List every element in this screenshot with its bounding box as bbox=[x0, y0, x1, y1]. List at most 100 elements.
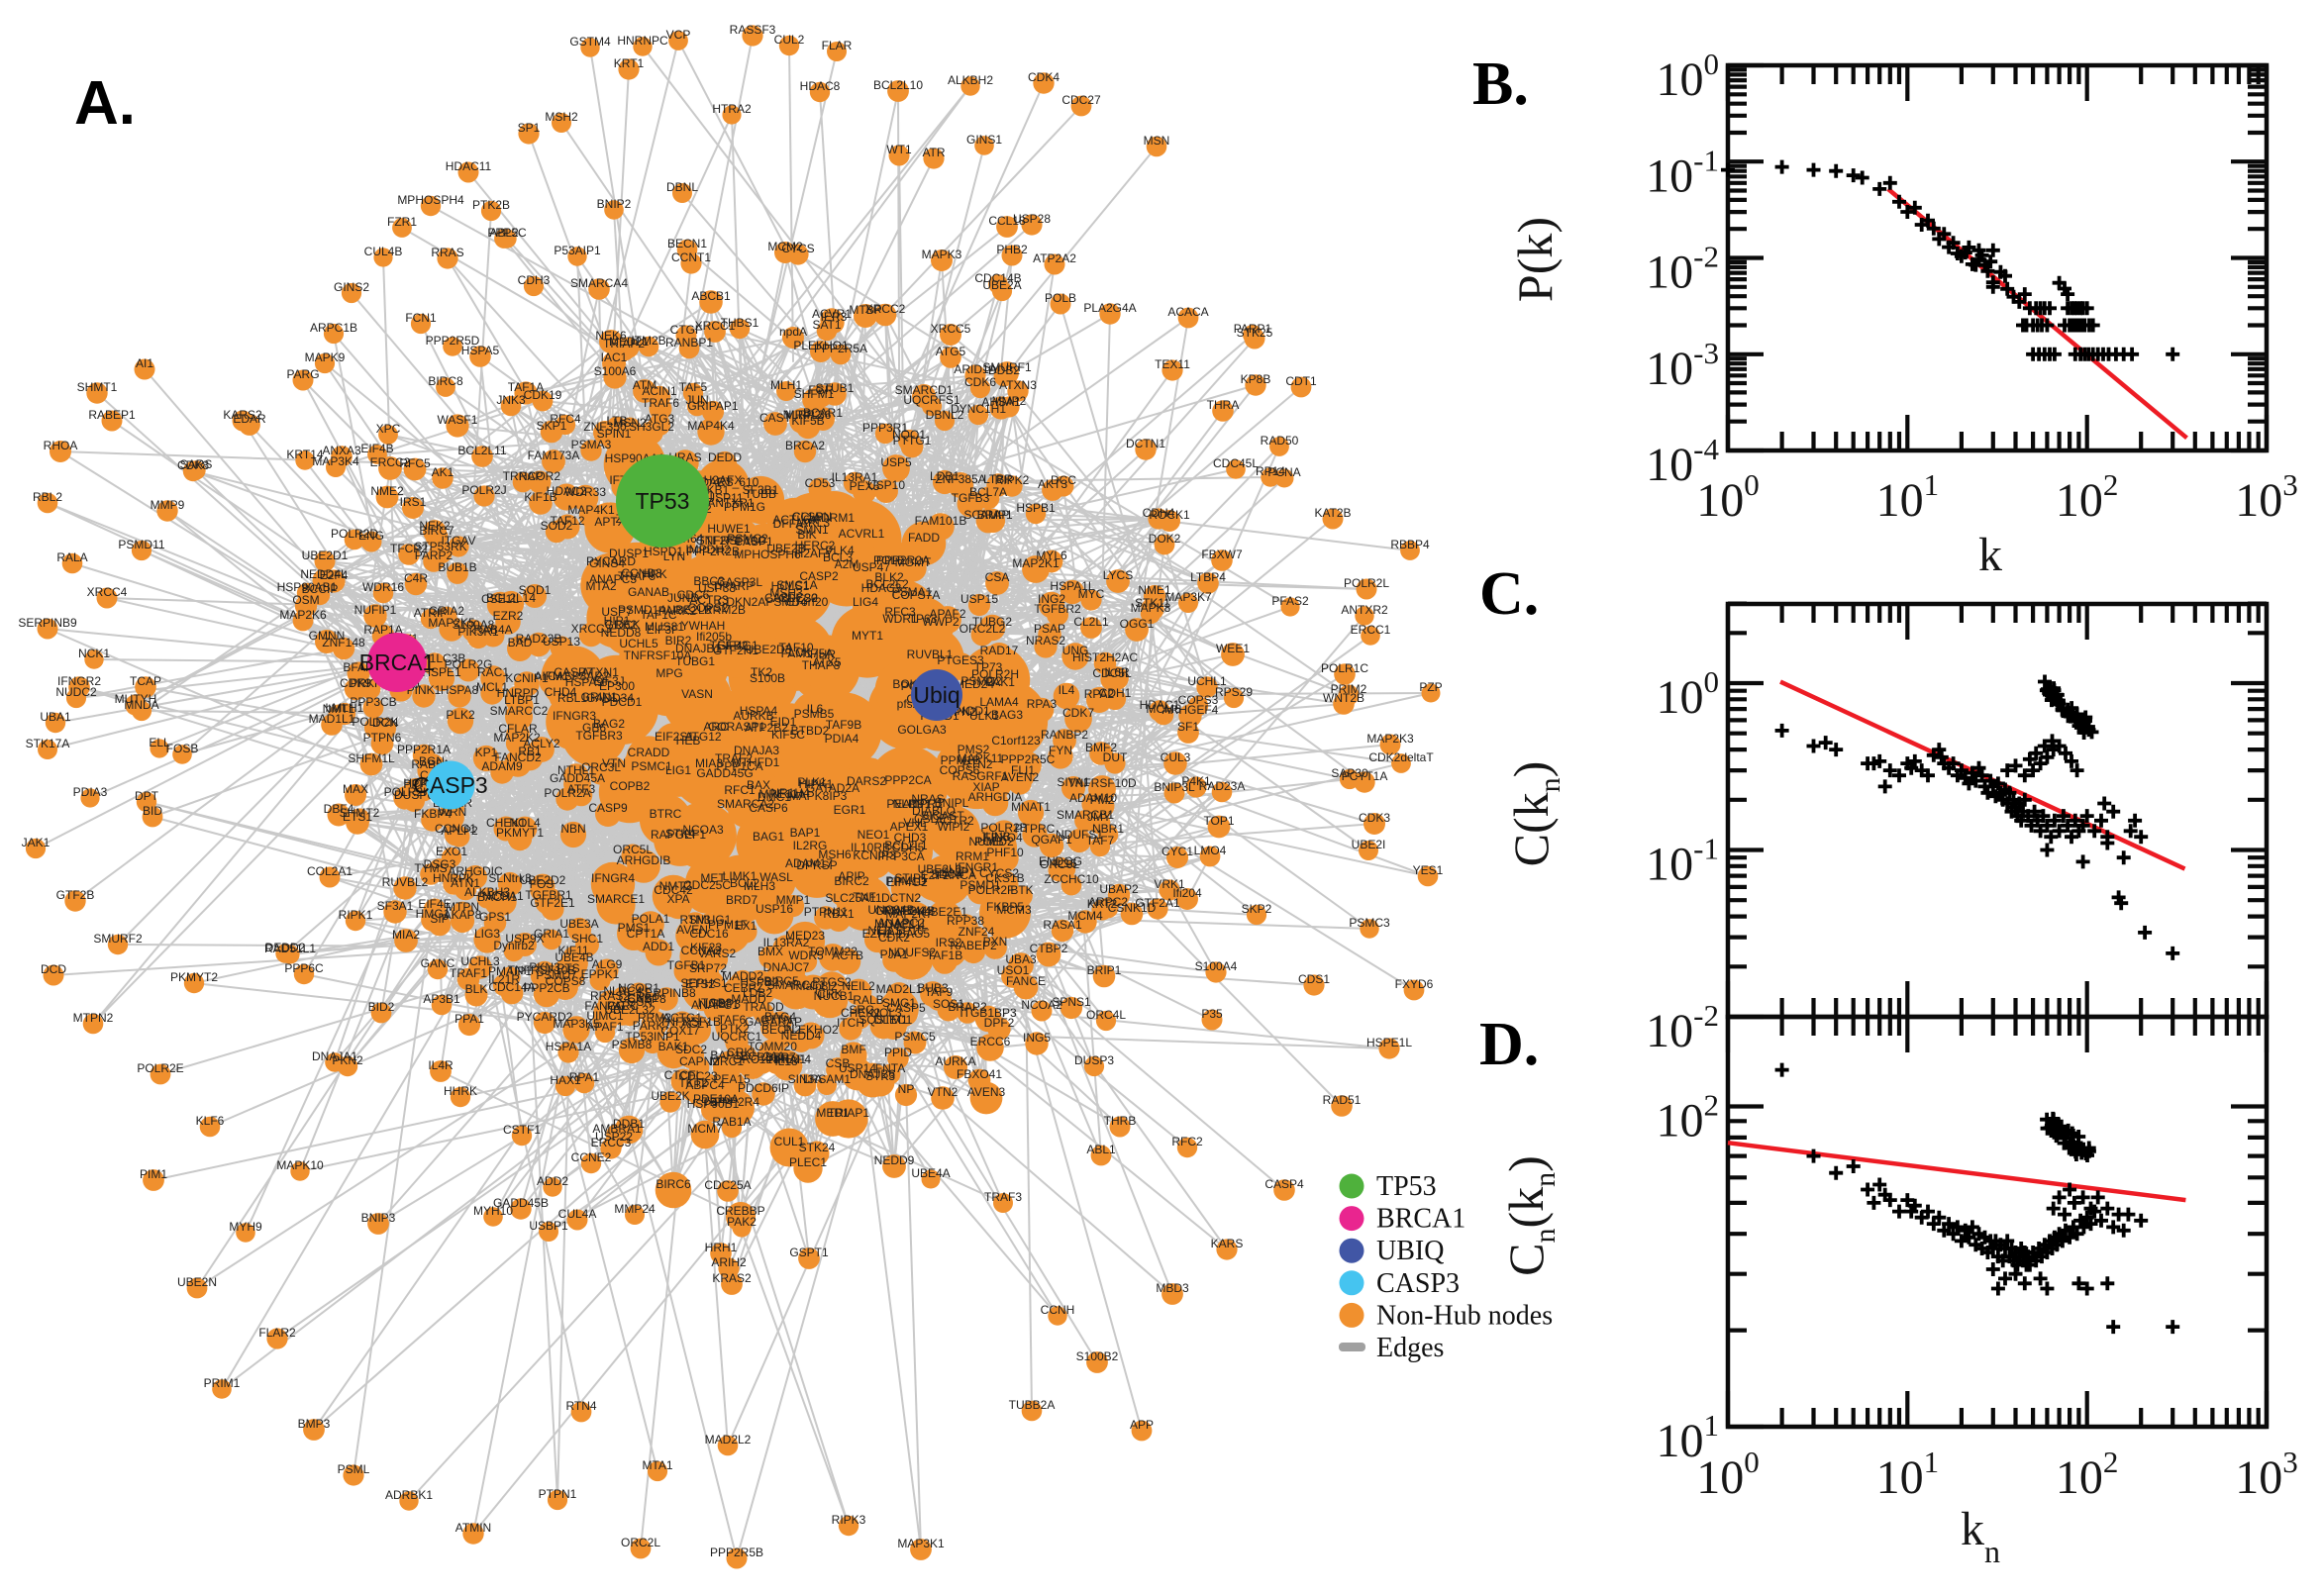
svg-text:RANBP1: RANBP1 bbox=[665, 336, 713, 349]
svg-text:CUL3: CUL3 bbox=[1161, 750, 1191, 764]
svg-text:FNTA: FNTA bbox=[875, 1061, 905, 1075]
svg-text:IL13RA1: IL13RA1 bbox=[832, 470, 878, 484]
svg-text:TGFB3: TGFB3 bbox=[952, 491, 990, 505]
svg-text:RPS29: RPS29 bbox=[1215, 685, 1253, 699]
svg-text:STK25: STK25 bbox=[1237, 326, 1273, 340]
svg-text:CDK7: CDK7 bbox=[1062, 706, 1094, 720]
svg-text:DBNL: DBNL bbox=[666, 180, 698, 194]
svg-text:PRIM2: PRIM2 bbox=[1331, 682, 1367, 696]
svg-text:MLH1: MLH1 bbox=[770, 378, 802, 392]
svg-text:HHRK: HHRK bbox=[444, 1084, 477, 1098]
svg-text:RPA3: RPA3 bbox=[1027, 697, 1058, 711]
svg-text:UBE2L32: UBE2L32 bbox=[604, 1003, 656, 1017]
svg-text:THBS1: THBS1 bbox=[721, 316, 759, 330]
svg-text:USP13: USP13 bbox=[543, 635, 580, 648]
svg-text:BECN1: BECN1 bbox=[667, 237, 707, 250]
svg-text:BUB1B: BUB1B bbox=[438, 560, 476, 574]
svg-text:TOMM22: TOMM22 bbox=[808, 945, 858, 958]
svg-text:PRIM1: PRIM1 bbox=[204, 1376, 241, 1390]
svg-text:SHMT2: SHMT2 bbox=[340, 806, 380, 820]
svg-text:SF1: SF1 bbox=[1177, 720, 1199, 734]
svg-text:CDH1: CDH1 bbox=[1099, 686, 1132, 700]
svg-text:KIF11: KIF11 bbox=[557, 944, 588, 957]
svg-text:S100A8: S100A8 bbox=[453, 618, 495, 632]
svg-text:CDH4: CDH4 bbox=[1143, 506, 1175, 520]
svg-text:MAPK8IP3: MAPK8IP3 bbox=[789, 789, 848, 803]
svg-text:CCNE2: CCNE2 bbox=[571, 1150, 612, 1164]
svg-text:S100A4: S100A4 bbox=[1195, 959, 1238, 973]
svg-text:RAD17: RAD17 bbox=[980, 644, 1019, 657]
svg-text:GSPT1: GSPT1 bbox=[789, 1246, 829, 1259]
svg-text:KARS: KARS bbox=[1211, 1237, 1244, 1250]
svg-text:FANCA: FANCA bbox=[937, 868, 976, 882]
svg-text:DUT: DUT bbox=[1103, 750, 1128, 764]
svg-text:MMP24: MMP24 bbox=[614, 1202, 656, 1216]
svg-text:ITGAV: ITGAV bbox=[441, 534, 475, 548]
svg-text:ARPC1B: ARPC1B bbox=[310, 321, 357, 335]
svg-text:RBL2: RBL2 bbox=[33, 490, 62, 504]
svg-text:AURKB: AURKB bbox=[733, 709, 773, 723]
svg-text:CDC27: CDC27 bbox=[1061, 93, 1101, 107]
svg-text:FBXO41: FBXO41 bbox=[957, 1067, 1002, 1081]
svg-text:ERCC6: ERCC6 bbox=[970, 1035, 1011, 1048]
svg-text:CUL4B: CUL4B bbox=[364, 245, 403, 258]
svg-text:PPP3CA: PPP3CA bbox=[877, 849, 924, 863]
svg-text:RIPK1: RIPK1 bbox=[339, 908, 373, 922]
svg-text:DEDD: DEDD bbox=[708, 450, 742, 464]
svg-text:BCAR1: BCAR1 bbox=[803, 406, 843, 420]
svg-text:E2F4: E2F4 bbox=[320, 568, 349, 582]
svg-text:COPB2: COPB2 bbox=[610, 779, 651, 793]
svg-text:NUMB: NUMB bbox=[968, 835, 1003, 848]
svg-text:BAG1: BAG1 bbox=[753, 830, 784, 844]
svg-text:SHFM1L: SHFM1L bbox=[348, 751, 395, 765]
svg-text:CDC23: CDC23 bbox=[678, 1069, 718, 1083]
svg-text:HDAC11: HDAC11 bbox=[446, 159, 492, 173]
svg-text:FCN1: FCN1 bbox=[405, 311, 437, 325]
svg-text:FLAR: FLAR bbox=[822, 39, 853, 52]
svg-text:FLAR2: FLAR2 bbox=[258, 1326, 296, 1340]
svg-text:PPID: PPID bbox=[884, 1046, 912, 1059]
svg-text:ING5: ING5 bbox=[1023, 1031, 1051, 1045]
svg-text:RAPGEF1: RAPGEF1 bbox=[651, 828, 706, 842]
svg-text:PIM1: PIM1 bbox=[140, 1167, 167, 1181]
svg-text:COPS6: COPS6 bbox=[940, 763, 980, 777]
svg-text:RALA: RALA bbox=[56, 550, 87, 564]
svg-text:MTA2: MTA2 bbox=[585, 579, 616, 593]
svg-text:STK17A: STK17A bbox=[26, 737, 70, 750]
svg-text:MMP2: MMP2 bbox=[992, 394, 1027, 408]
svg-text:TNFRSF10D: TNFRSF10D bbox=[1067, 776, 1137, 790]
svg-text:CASP9: CASP9 bbox=[588, 801, 628, 815]
svg-text:IL6: IL6 bbox=[807, 702, 824, 716]
svg-text:NCK1: NCK1 bbox=[78, 647, 110, 660]
svg-text:DPT: DPT bbox=[135, 789, 159, 803]
svg-text:BAX: BAX bbox=[747, 778, 770, 792]
svg-text:IAC1: IAC1 bbox=[601, 350, 628, 364]
svg-text:XIAP: XIAP bbox=[972, 780, 999, 794]
svg-text:MPG: MPG bbox=[656, 666, 682, 680]
svg-text:XRCC5: XRCC5 bbox=[931, 322, 971, 336]
svg-text:PSMD11: PSMD11 bbox=[118, 538, 164, 551]
svg-text:S100A6: S100A6 bbox=[594, 364, 637, 378]
svg-text:LYN: LYN bbox=[663, 549, 685, 563]
svg-text:PDCD6IP: PDCD6IP bbox=[738, 1081, 789, 1095]
svg-text:TCAP: TCAP bbox=[130, 674, 161, 688]
svg-text:COPS7A: COPS7A bbox=[892, 588, 941, 602]
svg-text:DPF2: DPF2 bbox=[984, 1016, 1015, 1030]
svg-text:SF3A1: SF3A1 bbox=[377, 899, 414, 913]
svg-text:GRIPAP1: GRIPAP1 bbox=[687, 399, 738, 413]
svg-text:CASP5: CASP5 bbox=[886, 1001, 926, 1015]
svg-text:PJA1: PJA1 bbox=[880, 948, 909, 961]
svg-text:IFNGR2: IFNGR2 bbox=[57, 674, 101, 688]
svg-text:RTN4: RTN4 bbox=[565, 1399, 596, 1413]
svg-text:NQO1: NQO1 bbox=[892, 428, 926, 442]
svg-text:POLR2J: POLR2J bbox=[461, 483, 506, 497]
svg-text:PZP: PZP bbox=[1419, 680, 1442, 694]
svg-text:CASP4: CASP4 bbox=[1264, 1177, 1304, 1191]
svg-text:ADD2: ADD2 bbox=[537, 1174, 568, 1188]
svg-text:PTPN1: PTPN1 bbox=[539, 1487, 577, 1501]
svg-text:BMF: BMF bbox=[841, 1043, 865, 1056]
svg-text:PARG: PARG bbox=[286, 367, 319, 381]
svg-text:PKMYT2: PKMYT2 bbox=[170, 970, 218, 984]
svg-text:THRA: THRA bbox=[1207, 398, 1240, 412]
svg-text:PSML: PSML bbox=[338, 1462, 370, 1476]
